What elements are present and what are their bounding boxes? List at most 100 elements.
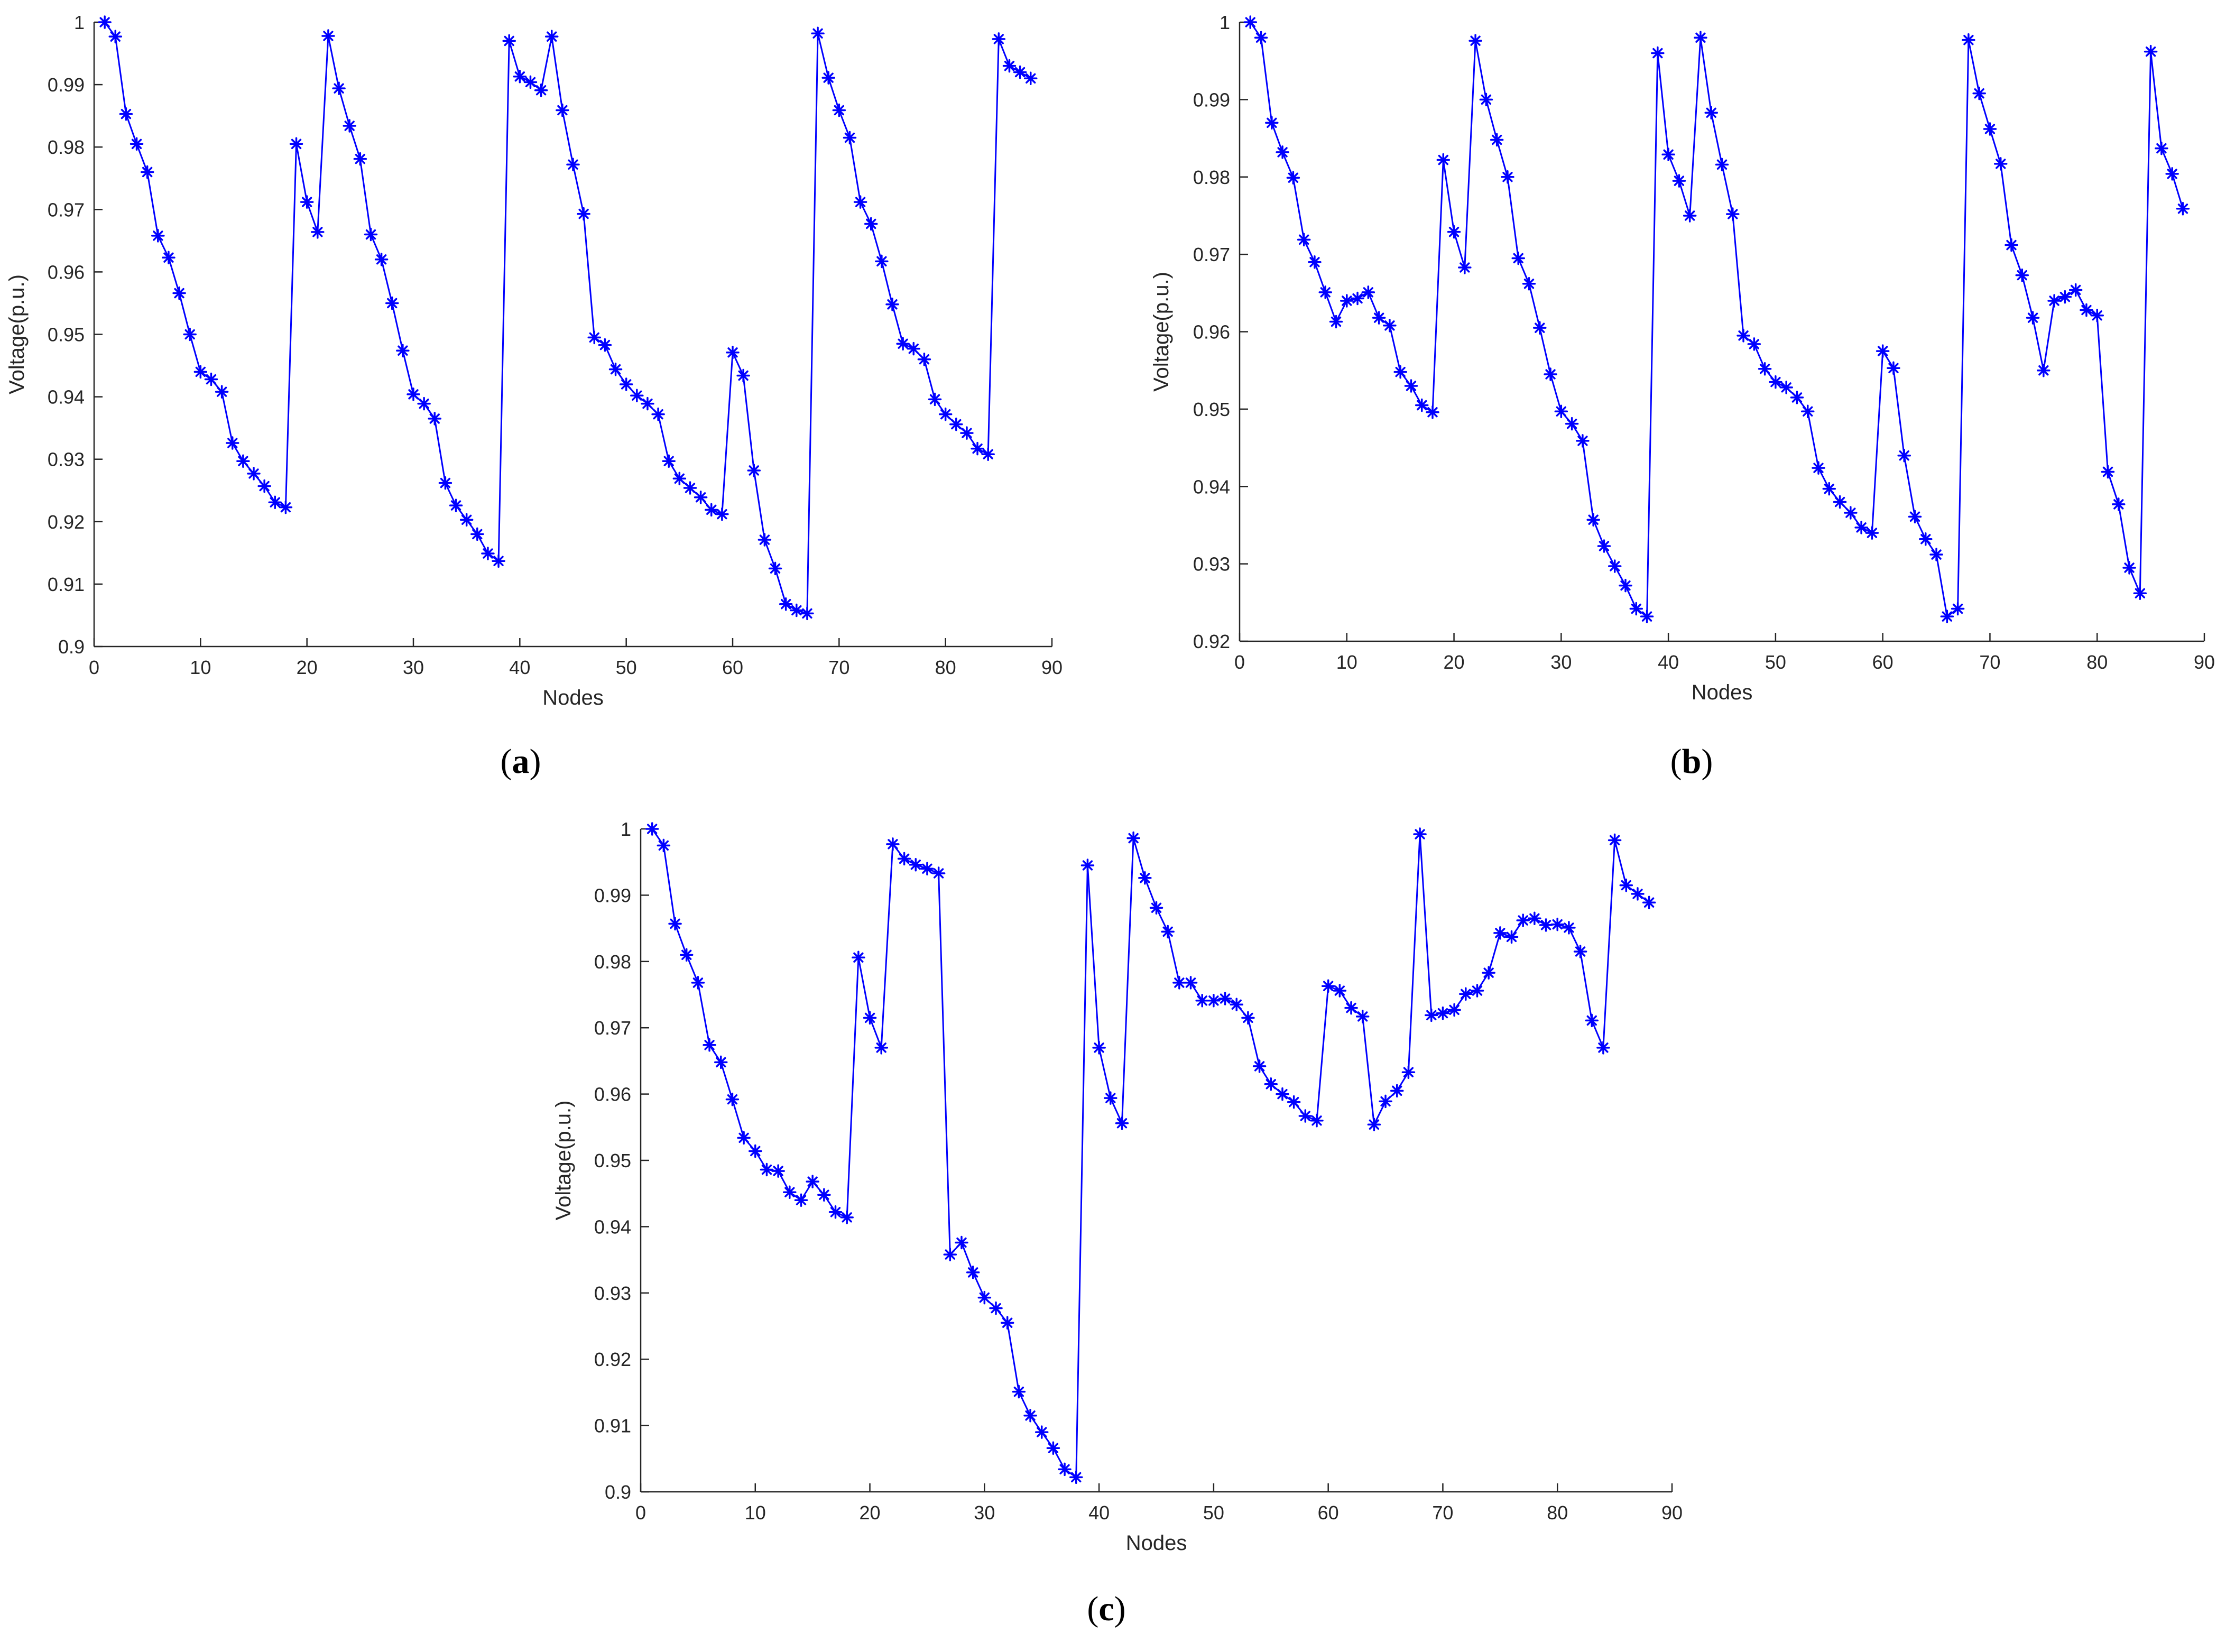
data-point <box>321 29 335 43</box>
data-point <box>257 479 271 493</box>
data-point <box>2068 283 2083 297</box>
panel-caption-c: (c) <box>1087 1590 1125 1628</box>
data-point <box>1379 1094 1392 1109</box>
data-point <box>98 15 112 29</box>
y-tick-label: 0.93 <box>594 1282 631 1304</box>
data-point <box>1629 602 1643 616</box>
data-point <box>2144 44 2158 59</box>
y-tick-label: 0.96 <box>48 261 85 283</box>
panel-caption-a: (a) <box>501 742 541 781</box>
data-point <box>523 75 538 89</box>
data-point <box>1919 532 1933 546</box>
data-point <box>119 107 133 121</box>
data-point <box>1013 65 1027 79</box>
data-point <box>931 866 946 880</box>
data-point <box>1812 461 1825 475</box>
series-line <box>1250 22 2184 619</box>
data-point <box>1002 59 1017 73</box>
data-point <box>1393 365 1407 379</box>
data-point <box>162 251 176 264</box>
data-point <box>736 368 750 383</box>
data-point <box>1230 998 1243 1012</box>
data-point <box>1993 157 2008 171</box>
chart-panel-a: 0 10 20 30 40 50 60 70 80 90 0.9 0.91 0.92 0.93 0.94 0.… <box>5 12 1063 781</box>
data-point <box>737 1131 751 1145</box>
data-point <box>193 365 208 379</box>
data-point <box>928 392 942 407</box>
y-tick-label: 0.93 <box>1193 553 1230 575</box>
y-tick-label: 0.99 <box>594 884 631 906</box>
data-point <box>1318 285 1332 299</box>
data-point <box>183 327 197 342</box>
x-tick-label: 30 <box>1550 651 1572 673</box>
data-point <box>981 447 995 462</box>
y-tick-label: 0.94 <box>48 386 85 408</box>
data-point <box>2015 268 2029 282</box>
y-tick-label: 0.94 <box>594 1216 631 1238</box>
data-point <box>1608 833 1622 847</box>
data-point <box>874 1041 888 1055</box>
x-tick-label: 60 <box>1318 1502 1339 1524</box>
data-point <box>1172 976 1186 990</box>
data-point <box>909 857 923 872</box>
data-point <box>364 227 378 242</box>
data-point <box>1161 925 1175 939</box>
data-point <box>407 387 420 401</box>
data-point <box>1447 225 1461 239</box>
data-point <box>853 195 867 209</box>
data-point <box>1401 1065 1416 1079</box>
data-point <box>1672 174 1686 188</box>
data-point <box>651 407 665 421</box>
data-point <box>1297 233 1311 247</box>
data-point <box>726 345 740 359</box>
data-point <box>1361 285 1375 299</box>
x-tick-label: 40 <box>1658 651 1679 673</box>
data-point <box>1631 887 1645 901</box>
data-point <box>1184 976 1198 990</box>
data-point <box>938 407 953 421</box>
data-point <box>1436 153 1451 167</box>
y-tick-label: 0.97 <box>1193 244 1230 265</box>
x-tick-label: 10 <box>745 1502 766 1524</box>
data-point <box>332 81 346 95</box>
y-tick-label: 0.91 <box>594 1415 631 1437</box>
x-tick-label: 70 <box>828 657 849 678</box>
data-point <box>1983 122 1997 136</box>
data-point <box>1962 33 1975 47</box>
data-point <box>971 441 984 456</box>
data-point <box>1241 1011 1255 1025</box>
data-point <box>1138 871 1152 885</box>
data-point <box>886 837 900 851</box>
y-tick-label: 0.98 <box>594 951 631 973</box>
data-point <box>300 195 314 209</box>
data-point <box>513 69 527 84</box>
data-point <box>1023 1409 1037 1423</box>
data-point <box>1207 994 1221 1008</box>
data-point <box>714 1055 728 1069</box>
y-tick-label: 0.98 <box>1193 167 1230 188</box>
data-point <box>949 417 963 431</box>
data-point <box>840 1211 854 1224</box>
data-point <box>1479 93 1493 107</box>
data-point <box>1562 921 1576 935</box>
data-point <box>577 207 590 221</box>
x-tick-label: 90 <box>2194 651 2215 673</box>
y-tick-label: 1 <box>1220 12 1230 33</box>
data-point <box>657 838 671 853</box>
data-point <box>1908 510 1922 524</box>
x-tick-label: 50 <box>1203 1502 1224 1524</box>
data-point <box>1640 610 1654 623</box>
data-point <box>1586 513 1600 527</box>
x-tick-label: 0 <box>635 1502 646 1524</box>
data-point <box>1092 1041 1106 1055</box>
data-point <box>2155 141 2168 155</box>
data-point <box>396 344 410 357</box>
data-point <box>1619 878 1633 892</box>
data-point <box>1458 261 1472 274</box>
y-tick-label: 0.96 <box>1193 321 1230 343</box>
data-point <box>1715 158 1729 172</box>
y-tick-label: 0.99 <box>48 74 85 96</box>
data-point <box>1218 992 1232 1005</box>
data-point <box>703 1038 716 1052</box>
data-point <box>800 606 814 621</box>
